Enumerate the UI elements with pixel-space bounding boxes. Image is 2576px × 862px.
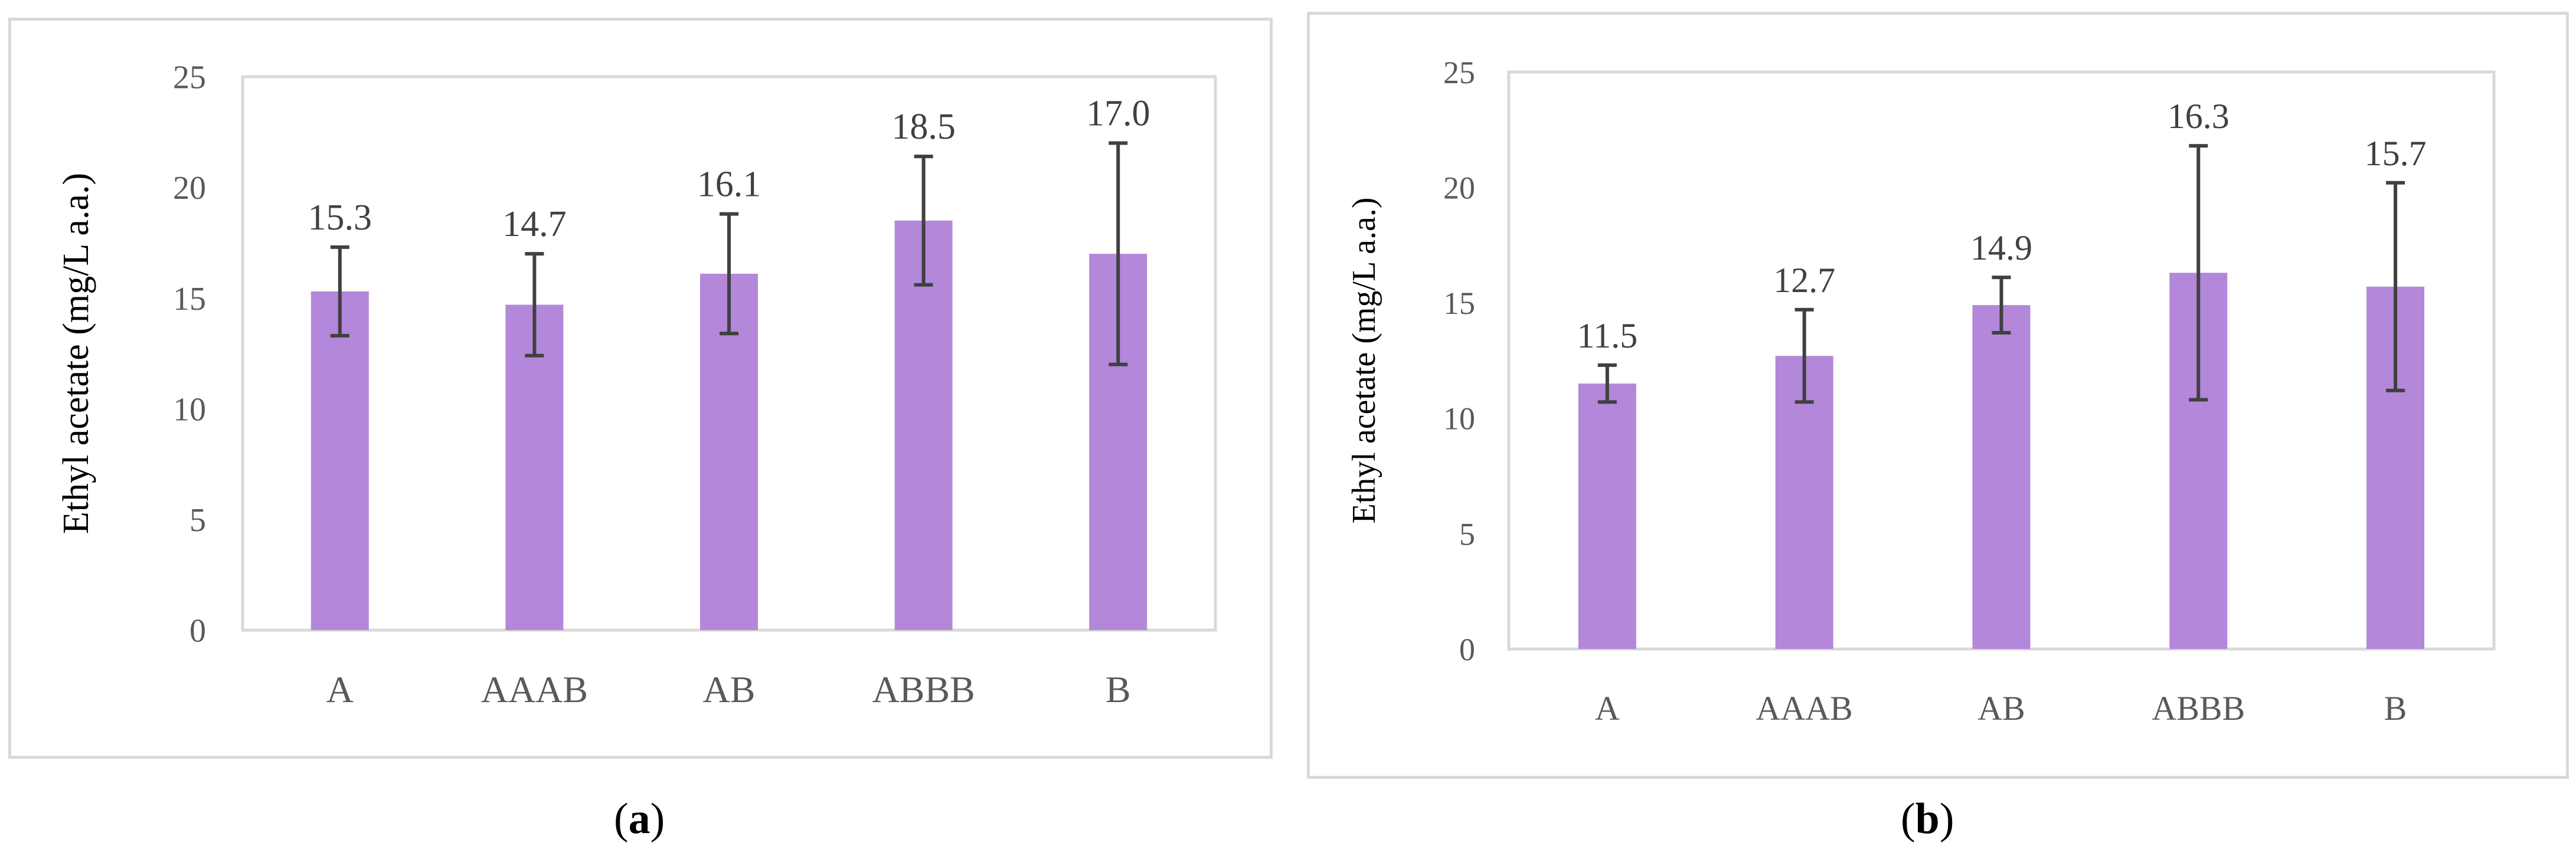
x-category-label: B xyxy=(1106,668,1131,710)
y-axis-title: Ethyl acetate (mg/L a.a.) xyxy=(56,173,96,534)
x-category-label: AB xyxy=(703,668,756,710)
error-bar xyxy=(525,252,544,358)
y-tick-label: 20 xyxy=(173,170,206,207)
y-tick-label: 5 xyxy=(189,502,206,539)
error-bar xyxy=(1992,276,2011,335)
error-bar xyxy=(2386,181,2405,392)
data-label: 14.9 xyxy=(1970,228,2032,267)
error-bar xyxy=(914,155,933,287)
error-bar xyxy=(330,245,349,337)
error-bar xyxy=(1597,363,1617,404)
x-category-label: AB xyxy=(1977,689,2025,727)
y-tick-label: 10 xyxy=(1443,401,1475,437)
caption-a-letter: a xyxy=(628,795,650,843)
caption-b-close: ) xyxy=(1939,795,1954,843)
y-tick-label: 15 xyxy=(1443,286,1475,321)
bar xyxy=(505,304,564,630)
bar xyxy=(894,220,953,630)
x-category-label: ABBB xyxy=(872,668,975,710)
caption-a-open: ( xyxy=(614,795,629,843)
y-axis-title: Ethyl acetate (mg/L a.a.) xyxy=(1346,198,1382,524)
y-tick-label: 15 xyxy=(173,281,206,317)
data-label: 17.0 xyxy=(1086,94,1150,134)
error-bar xyxy=(1794,307,1814,404)
y-tick-label: 0 xyxy=(189,613,206,650)
chart-a-svg: 0 5 10 15 20 25 15.3 A 14.7 AAAB 16.1 AB 18.5 ABBB 17.… xyxy=(56,60,1217,710)
chart-b-svg: 0 5 10 15 20 25 11.5 A 12.7 AAAB 14.9 AB 16.3 ABBB 15.… xyxy=(1346,55,2496,727)
error-bar xyxy=(1109,141,1128,366)
data-label: 18.5 xyxy=(891,107,956,147)
y-tick-label: 25 xyxy=(1443,55,1475,90)
data-label: 12.7 xyxy=(1773,261,1835,300)
x-category-label: B xyxy=(2384,689,2407,727)
caption-a: (a) xyxy=(614,794,665,844)
error-bar xyxy=(2189,144,2208,402)
y-tick-label: 25 xyxy=(173,60,206,96)
caption-b-open: ( xyxy=(1901,795,1915,843)
bar xyxy=(310,291,369,631)
bar xyxy=(1972,305,2031,649)
data-label: 15.3 xyxy=(308,198,372,238)
chart-panel-b: 0 5 10 15 20 25 11.5 A 12.7 AAAB 14.9 AB 16.3 ABBB 15.… xyxy=(1307,12,2569,779)
bar xyxy=(1775,356,1833,649)
error-bar xyxy=(720,212,738,336)
data-label: 16.3 xyxy=(2168,97,2230,136)
caption-a-close: ) xyxy=(650,795,665,843)
y-tick-label: 5 xyxy=(1459,516,1475,552)
data-label: 11.5 xyxy=(1577,316,1638,355)
x-category-label: A xyxy=(1595,689,1620,727)
y-tick-label: 20 xyxy=(1443,171,1475,206)
data-label: 16.1 xyxy=(697,165,761,205)
data-label: 14.7 xyxy=(502,204,567,244)
chart-panel-a: 0 5 10 15 20 25 15.3 A 14.7 AAAB 16.1 AB 18.5 ABBB 17.… xyxy=(8,18,1273,759)
x-category-label: A xyxy=(326,668,354,710)
x-category-label: AAAB xyxy=(1756,689,1853,727)
caption-b-letter: b xyxy=(1915,795,1940,843)
bar xyxy=(1578,384,1636,649)
x-category-label: ABBB xyxy=(2152,689,2245,727)
y-tick-label: 0 xyxy=(1459,632,1475,667)
data-label: 15.7 xyxy=(2365,134,2427,173)
x-category-label: AAAB xyxy=(481,668,588,710)
caption-b: (b) xyxy=(1901,794,1954,844)
y-tick-label: 10 xyxy=(173,391,206,428)
